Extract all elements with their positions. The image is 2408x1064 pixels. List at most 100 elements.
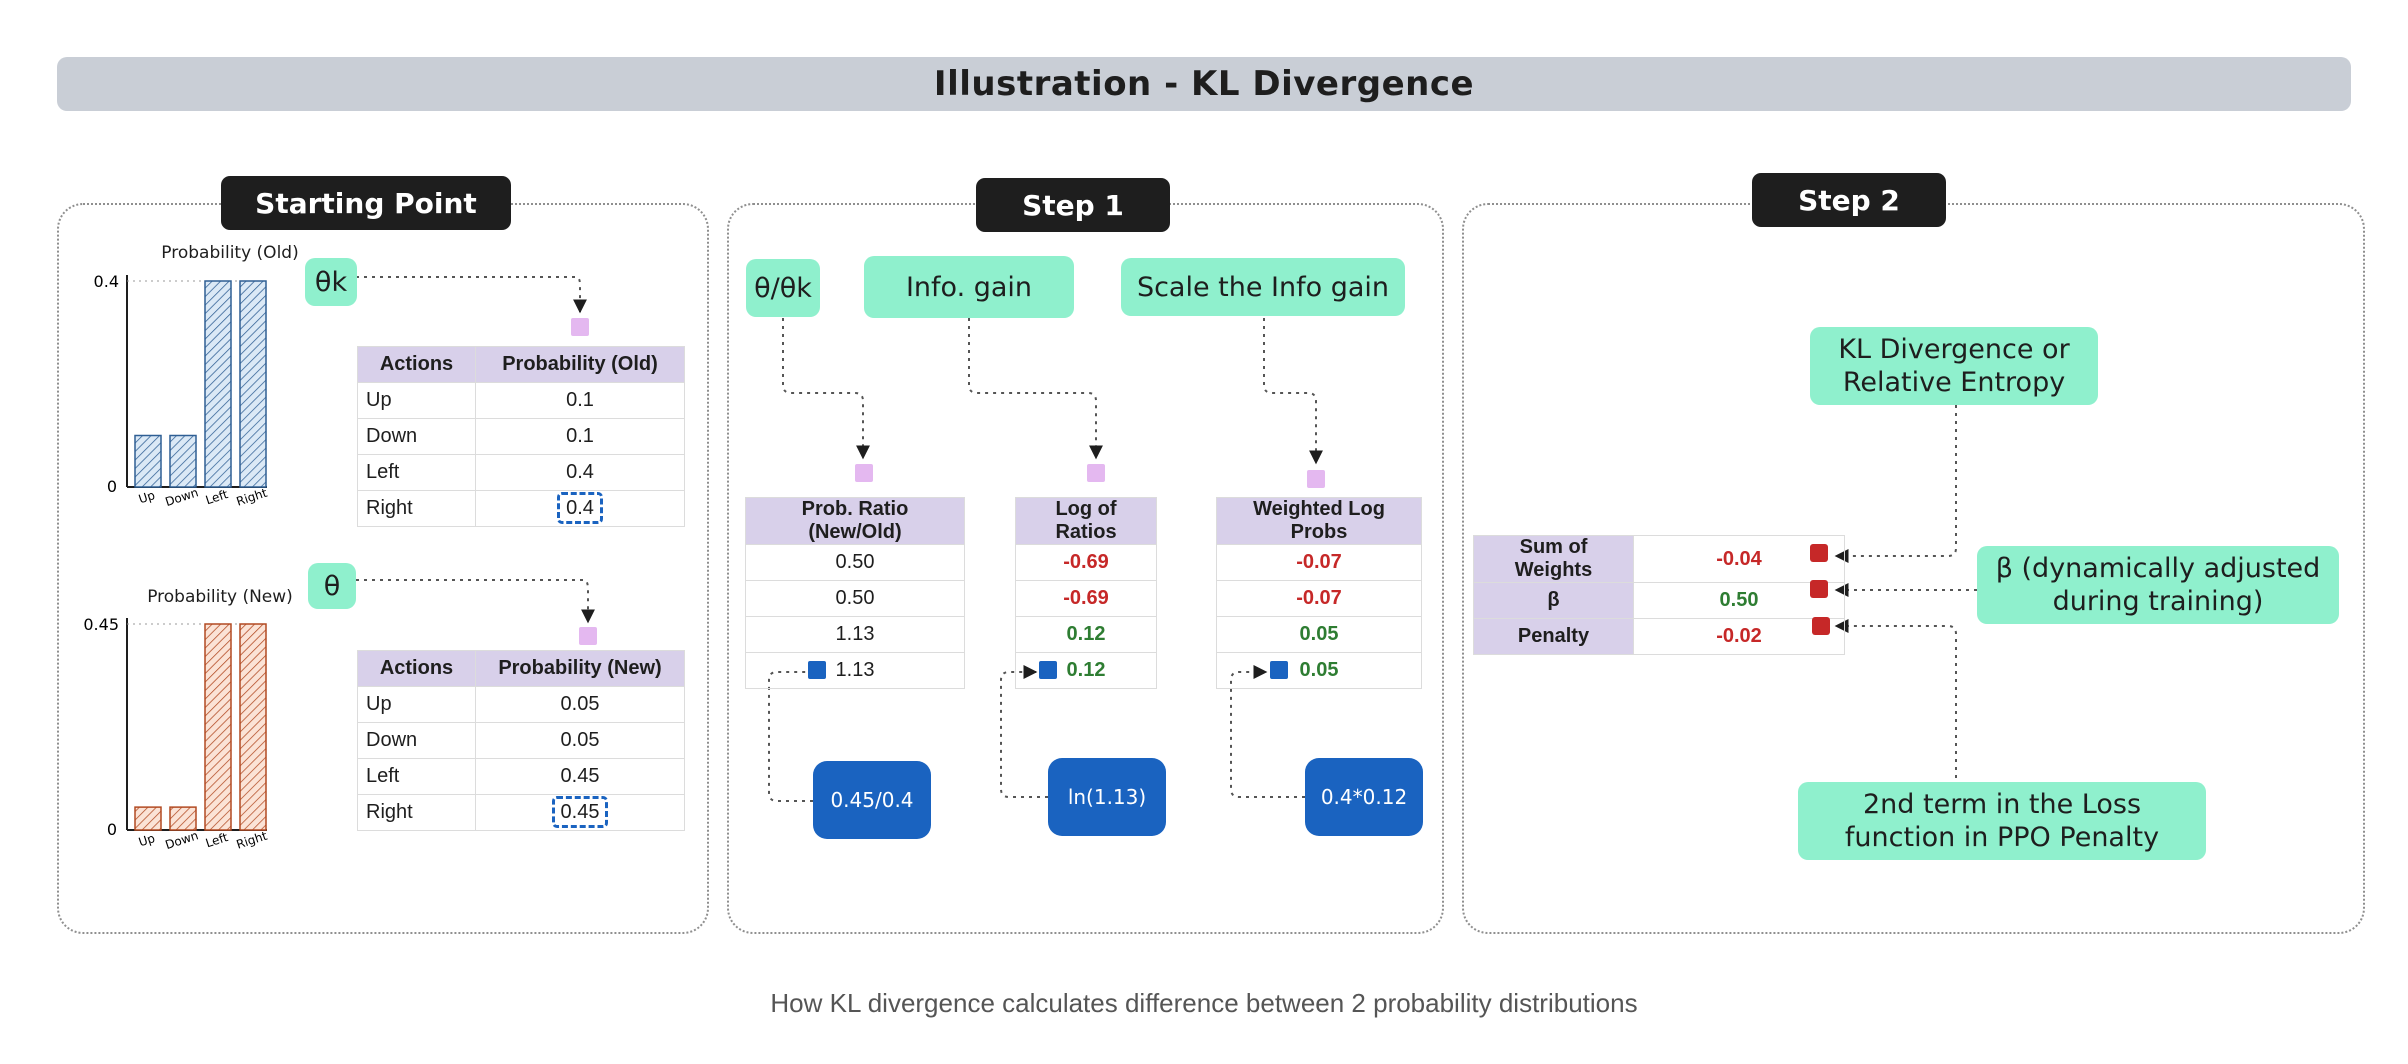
cell: -0.07	[1216, 580, 1422, 617]
cell: 1.13	[745, 652, 965, 689]
cell: -0.69	[1015, 580, 1157, 617]
col-header: Actions	[357, 346, 476, 383]
table-row: Left 0.45	[357, 758, 685, 795]
anchor-ratio	[855, 464, 873, 482]
cell: 0.12	[1015, 652, 1157, 689]
x-tick-label: Left	[204, 487, 230, 507]
table-row: 0.05	[1216, 652, 1422, 689]
row-value: -0.02	[1633, 618, 1845, 655]
row-label: Penalty	[1473, 618, 1634, 655]
table-row: 0.50	[745, 544, 965, 581]
cell: 0.05	[475, 722, 685, 759]
cell: 0.45	[475, 794, 685, 831]
table-log: Log of Ratios -0.69 -0.69 0.12 0.12	[1015, 497, 1157, 689]
cell: 0.05	[1216, 616, 1422, 653]
cell: Left	[357, 454, 476, 491]
cell: 0.50	[745, 580, 965, 617]
marker-penalty	[1812, 617, 1830, 635]
highlight-box: 0.45	[551, 796, 609, 828]
table-row: 0.12	[1015, 652, 1157, 689]
calc-log: ln(1.13)	[1048, 758, 1166, 836]
table-row: Sum of Weights -0.04	[1473, 535, 1845, 583]
y-tick-label: 0	[107, 820, 117, 839]
cell: Down	[357, 722, 476, 759]
highlight-box: 0.4	[557, 492, 603, 524]
x-tick-label: Down	[163, 828, 200, 852]
y-tick-label: 0.45	[83, 615, 119, 634]
table-row: -0.69	[1015, 544, 1157, 581]
table-row: Up 0.05	[357, 686, 685, 723]
title-banner: Illustration - KL Divergence	[57, 57, 2351, 111]
cell: 0.05	[1216, 652, 1422, 689]
x-tick-label: Right	[235, 829, 270, 852]
col-header: Log of Ratios	[1015, 497, 1157, 545]
page-title: Illustration - KL Divergence	[933, 64, 1475, 104]
chart-old-title: Probability (Old)	[161, 243, 299, 263]
bar-right	[239, 623, 267, 831]
info-gain-note: Info. gain	[864, 256, 1074, 318]
x-tick-label: Up	[137, 831, 157, 849]
anchor-old	[571, 318, 589, 336]
table-row: -0.07	[1216, 580, 1422, 617]
table-row: -0.07	[1216, 544, 1422, 581]
bar-up	[134, 806, 162, 831]
table-row: 1.13	[745, 616, 965, 653]
cell: Left	[357, 758, 476, 795]
x-tick-label: Right	[235, 486, 270, 509]
marker-sum	[1810, 544, 1828, 562]
theta-note: θ	[308, 563, 356, 609]
x-tick-label: Left	[204, 830, 230, 850]
cell: Up	[357, 382, 476, 419]
calc-weighted: 0.4*0.12	[1305, 758, 1423, 836]
col-header: Probability (New)	[475, 650, 685, 687]
cell: 0.12	[1015, 616, 1157, 653]
y-tick-label: 0	[107, 477, 117, 496]
chart-new-title: Probability (New)	[147, 587, 293, 607]
beta-note: β (dynamically adjusted during training)	[1977, 546, 2339, 624]
table-row: Down 0.05	[357, 722, 685, 759]
cell: 0.50	[745, 544, 965, 581]
table-old: Actions Probability (Old) Up 0.1 Down 0.1 L…	[357, 346, 685, 527]
cell: 1.13	[745, 616, 965, 653]
table-new: Actions Probability (New) Up 0.05 Down 0.05…	[357, 650, 685, 831]
col-header: Prob. Ratio (New/Old)	[745, 497, 965, 545]
bar-down	[169, 806, 197, 831]
chart-old: 0.4 0 Up Down Left Right	[94, 272, 270, 509]
table-row: Left 0.4	[357, 454, 685, 491]
cell: Right	[357, 794, 476, 831]
starting-point-label: Starting Point	[221, 176, 511, 230]
table-row: 0.12	[1015, 616, 1157, 653]
step2-label: Step 2	[1752, 173, 1946, 227]
table-row: 1.13	[745, 652, 965, 689]
x-tick-label: Up	[137, 488, 157, 506]
step1-label: Step 1	[976, 178, 1170, 232]
bar-down	[169, 434, 197, 488]
chart-new: 0.45 0 Up Down Left Right	[83, 615, 270, 852]
kl-divergence-note: KL Divergence or Relative Entropy	[1810, 327, 2098, 405]
theta-k-note: θk	[305, 258, 357, 306]
cell: 0.4	[475, 490, 685, 527]
table-row: β 0.50	[1473, 582, 1845, 619]
cell: 0.45	[475, 758, 685, 795]
bar-left	[204, 623, 232, 831]
marker-log	[1039, 661, 1057, 679]
table-weighted: Weighted Log Probs -0.07 -0.07 0.05 0.05	[1216, 497, 1422, 689]
marker-beta	[1810, 580, 1828, 598]
cell: 0.1	[475, 382, 685, 419]
cell: Up	[357, 686, 476, 723]
table-row: Right 0.45	[357, 794, 685, 831]
marker-ratio	[808, 661, 826, 679]
ratio-note: θ/θk	[746, 259, 820, 317]
table-row: 0.05	[1216, 616, 1422, 653]
table-ratio: Prob. Ratio (New/Old) 0.50 0.50 1.13 1.1…	[745, 497, 965, 689]
table-row: 0.50	[745, 580, 965, 617]
marker-weighted	[1270, 661, 1288, 679]
table-row: Penalty -0.02	[1473, 618, 1845, 655]
row-label: β	[1473, 582, 1634, 619]
figure-caption: How KL divergence calculates difference …	[770, 988, 1638, 1018]
table-row: Down 0.1	[357, 418, 685, 455]
col-header: Weighted Log Probs	[1216, 497, 1422, 545]
bar-up	[134, 434, 162, 488]
cell: Down	[357, 418, 476, 455]
anchor-log	[1087, 464, 1105, 482]
